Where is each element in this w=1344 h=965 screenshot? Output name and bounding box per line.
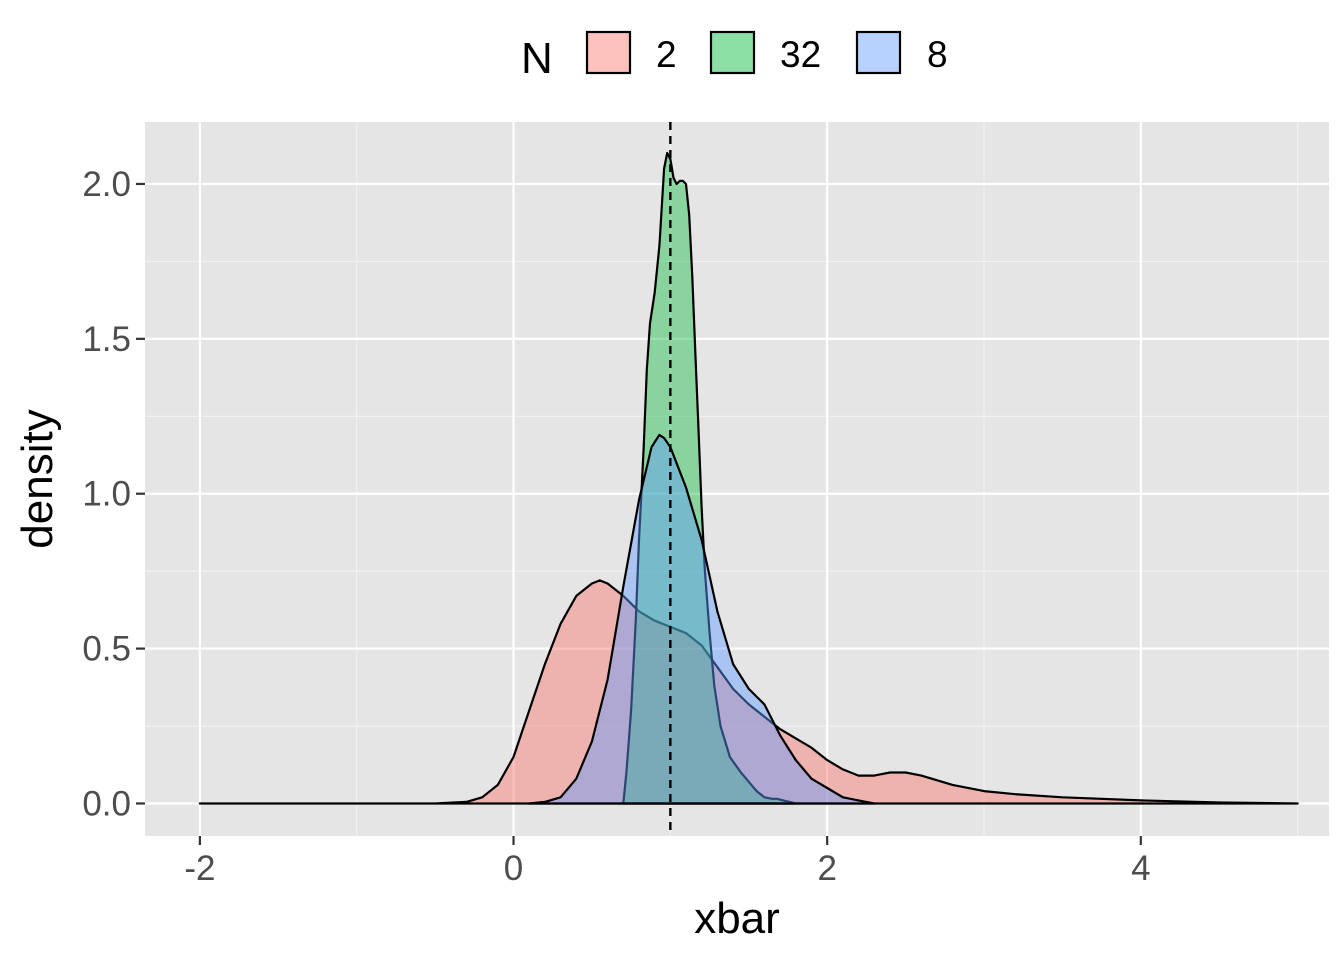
legend-key-n-8 bbox=[855, 30, 902, 75]
legend: N 2 32 8 bbox=[521, 30, 948, 83]
density-area-n-32 bbox=[622, 151, 797, 805]
y-tick-label: 2.0 bbox=[82, 165, 131, 204]
legend-key-n-2 bbox=[585, 30, 632, 75]
legend-label: 2 bbox=[656, 34, 677, 75]
axes: -2 0 2 4 0.0 0.5 1.0 1.5 2.0 bbox=[82, 165, 1150, 888]
y-tick-label: 1.5 bbox=[82, 320, 131, 359]
density-area-n-8 bbox=[528, 433, 876, 805]
grid bbox=[145, 122, 1329, 836]
x-tick-label: 2 bbox=[817, 849, 836, 888]
legend-title: N bbox=[521, 34, 553, 83]
plot-panel bbox=[145, 122, 1329, 836]
x-tick-label: 4 bbox=[1131, 849, 1150, 888]
density-series bbox=[198, 151, 1299, 805]
y-axis-title: density bbox=[13, 409, 62, 548]
legend-label: 8 bbox=[927, 34, 948, 75]
legend-key-n-32 bbox=[709, 30, 756, 75]
x-tick-label: -2 bbox=[184, 849, 215, 888]
y-tick-label: 0.0 bbox=[82, 784, 131, 823]
y-tick-label: 0.5 bbox=[82, 630, 131, 669]
x-axis-title: xbar bbox=[694, 894, 780, 943]
density-area-n-2 bbox=[198, 579, 1299, 805]
legend-label: 32 bbox=[780, 34, 821, 75]
y-tick-label: 1.0 bbox=[82, 475, 131, 514]
x-tick-label: 0 bbox=[504, 849, 523, 888]
